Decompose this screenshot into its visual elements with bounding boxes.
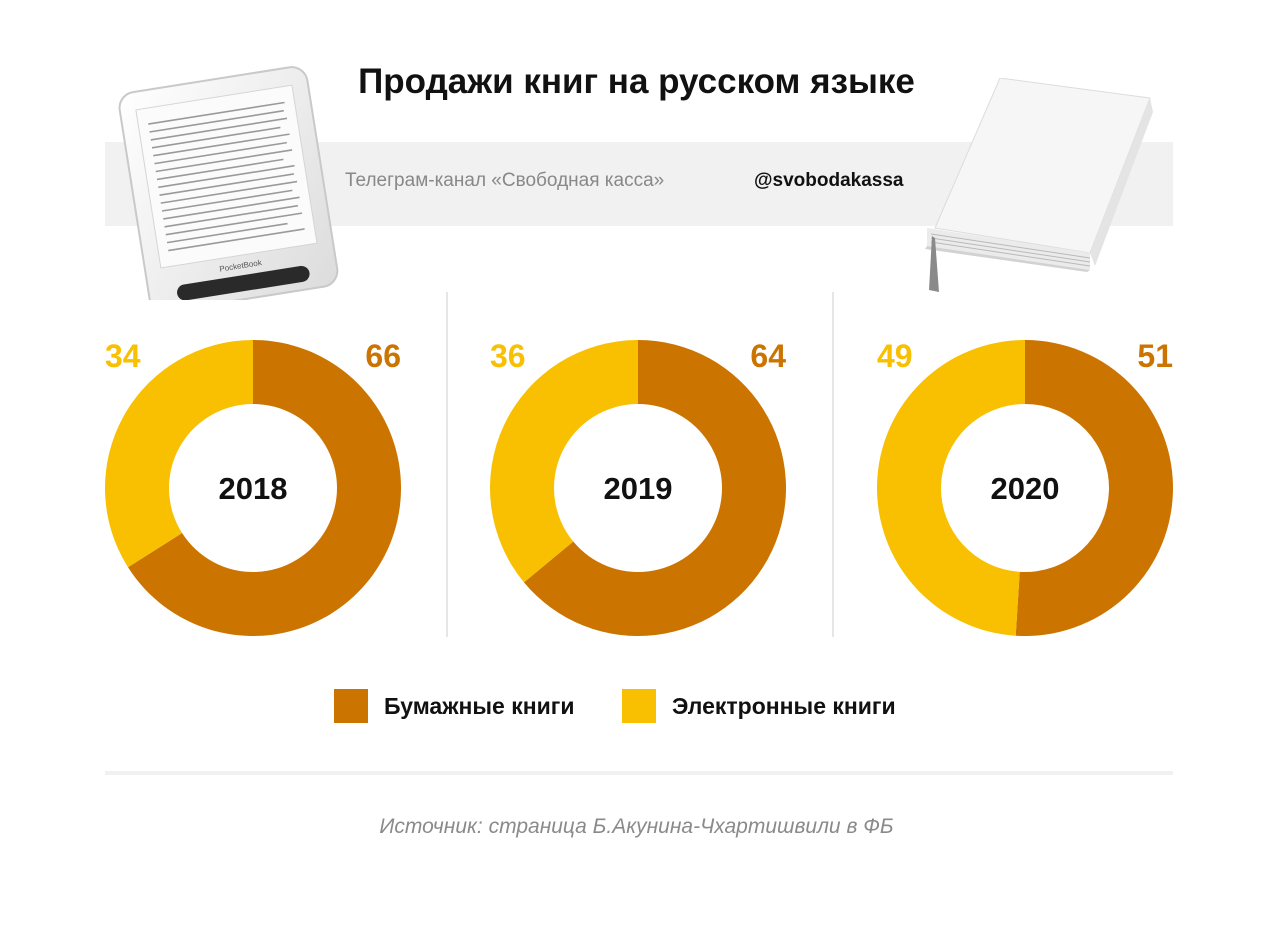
year-label: 2020 <box>991 471 1060 506</box>
ereader-text-lines <box>148 101 305 252</box>
source-note: Источник: страница Б.Акунина-Чхартишвили… <box>379 815 894 838</box>
donut-charts: 66 34 2018 64 36 2019 51 49 2020 <box>104 338 1174 636</box>
book-illustration <box>925 78 1153 292</box>
slice-electronic <box>877 340 1025 636</box>
chart-title: Продажи книг на русском языке <box>358 62 915 101</box>
legend-item-electronic: Электронные книги <box>622 688 896 724</box>
ereader-button-bar <box>177 265 310 300</box>
value-label-electronic: 49 <box>877 338 913 374</box>
bookmark-ribbon <box>929 236 939 292</box>
divider <box>832 292 834 637</box>
year-label: 2019 <box>604 471 673 506</box>
slice-paper <box>523 340 786 636</box>
ereader-illustration: PocketBook <box>118 66 339 300</box>
footer-divider <box>105 771 1173 775</box>
legend-swatch-electronic <box>622 689 656 723</box>
divider <box>446 292 448 637</box>
legend-item-paper: Бумажные книги <box>334 688 575 724</box>
value-label-electronic: 34 <box>105 338 141 374</box>
channel-text: Телеграм-канал «Свободная касса» <box>345 170 665 191</box>
value-label-paper: 64 <box>750 338 786 374</box>
value-label-paper: 66 <box>365 338 401 374</box>
slice-paper <box>1015 340 1174 636</box>
year-label: 2018 <box>219 471 288 506</box>
legend-swatch-paper <box>334 689 368 723</box>
channel-handle: @svobodakassa <box>754 170 904 191</box>
slice-electronic <box>489 340 638 583</box>
slice-electronic <box>104 340 253 568</box>
value-label-electronic: 36 <box>490 338 526 374</box>
value-label-paper: 51 <box>1137 338 1173 374</box>
legend-label-electronic: Электронные книги <box>672 692 896 719</box>
legend-label-paper: Бумажные книги <box>384 692 575 719</box>
slice-paper <box>128 340 401 636</box>
